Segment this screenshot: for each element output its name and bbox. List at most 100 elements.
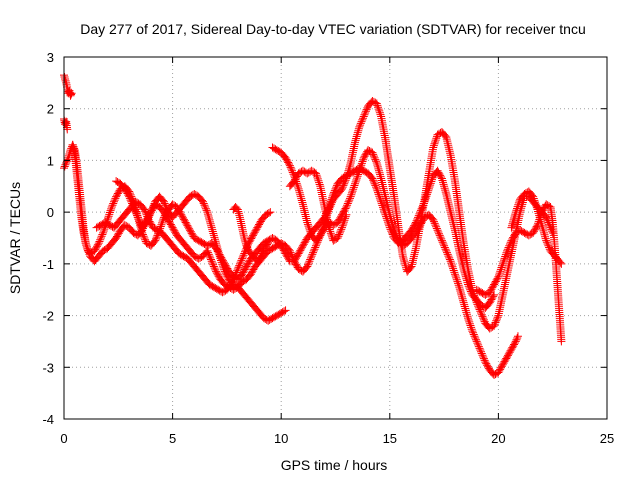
data-point xyxy=(533,205,542,214)
data-point xyxy=(215,252,224,261)
data-point xyxy=(375,192,384,201)
data-point xyxy=(399,255,408,264)
data-point xyxy=(345,162,354,171)
data-point xyxy=(512,206,521,215)
data-point xyxy=(218,262,227,271)
data-point xyxy=(452,273,461,282)
data-point xyxy=(429,141,438,150)
data-point xyxy=(356,119,365,128)
data-point xyxy=(316,229,325,238)
data-point xyxy=(286,248,295,257)
data-point xyxy=(148,204,157,213)
data-point xyxy=(460,302,469,311)
data-point xyxy=(94,239,103,248)
data-point xyxy=(382,212,391,221)
data-point xyxy=(479,354,488,363)
data-point xyxy=(96,234,105,242)
data-point xyxy=(158,218,167,227)
data-point xyxy=(325,225,334,234)
data-point xyxy=(335,230,344,239)
data-point xyxy=(343,199,352,208)
data-point xyxy=(497,263,506,272)
data-point xyxy=(352,132,361,141)
x-tick-label: 25 xyxy=(600,431,614,446)
data-point xyxy=(204,213,213,222)
data-point xyxy=(208,225,217,234)
data-point xyxy=(296,192,305,201)
data-point xyxy=(206,255,215,264)
data-point xyxy=(347,188,356,197)
axis-ticks: 0 5 10 15 20 25 -4 -3 -2 -1 0 1 2 3 xyxy=(42,50,614,446)
data-point xyxy=(210,235,219,244)
data-point xyxy=(474,303,483,312)
data-point xyxy=(204,250,213,259)
data-point xyxy=(61,74,70,83)
data-point xyxy=(295,186,304,195)
data-point xyxy=(152,233,161,242)
data-point xyxy=(341,176,350,185)
data-point xyxy=(133,213,142,222)
data-point xyxy=(345,164,354,173)
data-point xyxy=(342,172,351,181)
data-point xyxy=(469,330,478,339)
data-point xyxy=(227,278,236,287)
data-point xyxy=(472,298,481,307)
data-point xyxy=(203,208,212,217)
data-point xyxy=(83,244,92,253)
data-point xyxy=(514,198,523,207)
data-point xyxy=(540,228,549,237)
data-point xyxy=(141,235,150,244)
data-point xyxy=(257,249,266,258)
data-point xyxy=(234,207,243,216)
data-point xyxy=(206,219,215,228)
data-point xyxy=(500,254,509,263)
data-point xyxy=(502,248,511,257)
data-point xyxy=(318,225,327,234)
data-point xyxy=(130,206,139,215)
data-point xyxy=(431,136,440,145)
data-point xyxy=(510,338,519,347)
data-point xyxy=(464,316,473,325)
series-arc-9 xyxy=(285,166,351,245)
data-point xyxy=(429,215,438,224)
data-point xyxy=(142,210,151,219)
data-point xyxy=(499,258,508,267)
data-point xyxy=(490,320,499,329)
data-point xyxy=(213,243,222,252)
data-point xyxy=(437,172,446,181)
data-point xyxy=(161,201,170,210)
data-point xyxy=(228,277,237,286)
data-point xyxy=(374,188,383,197)
data-point xyxy=(471,333,480,342)
data-point xyxy=(513,204,522,213)
data-point xyxy=(352,176,361,185)
data-point xyxy=(542,238,551,247)
data-point xyxy=(458,294,467,303)
data-point xyxy=(315,178,324,187)
data-point xyxy=(341,204,350,213)
data-point xyxy=(540,230,549,239)
data-point xyxy=(437,236,446,245)
x-tick-label: 10 xyxy=(274,431,288,446)
data-point xyxy=(459,298,468,307)
data-point xyxy=(437,174,446,183)
data-point xyxy=(374,103,383,112)
data-point xyxy=(442,248,451,257)
data-point xyxy=(439,180,448,189)
y-tick-label: 0 xyxy=(47,205,54,220)
data-point xyxy=(60,162,69,171)
data-point xyxy=(105,210,114,219)
data-point xyxy=(449,264,458,273)
data-point xyxy=(381,210,390,219)
data-point xyxy=(535,211,544,220)
data-point xyxy=(309,246,318,255)
data-point xyxy=(342,174,351,183)
data-point xyxy=(309,248,318,257)
data-point xyxy=(143,212,152,221)
data-point xyxy=(494,272,503,281)
data-point xyxy=(441,186,450,195)
data-point xyxy=(441,188,450,197)
data-point xyxy=(232,204,241,213)
data-point xyxy=(236,258,245,267)
data-point xyxy=(460,300,469,309)
